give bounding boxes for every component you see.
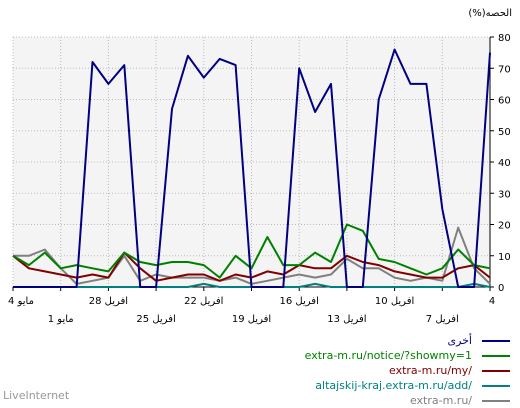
- x-tick-label: 22 افريل: [184, 296, 223, 307]
- y-tick-label: 70: [498, 64, 511, 75]
- y-tick-label: 60: [498, 96, 511, 107]
- series-lines: [12, 48, 491, 288]
- series-line-1: [12, 223, 491, 279]
- legend-item: extra-m.ru/notice/?showmy=1: [210, 348, 510, 363]
- legend-item: extra-m.ru/: [210, 393, 510, 408]
- legend-item: altajskij-kraj.extra-m.ru/add/: [210, 378, 510, 393]
- legend-item: extra-m.ru/my/: [210, 363, 510, 378]
- legend-label: altajskij-kraj.extra-m.ru/add/: [315, 379, 472, 392]
- legend-swatch: [482, 339, 510, 342]
- y-tick-label: 40: [498, 158, 511, 169]
- plot-area: [13, 37, 490, 287]
- y-tick-label: 80: [498, 33, 511, 44]
- x-tick-label: 16 افريل: [280, 296, 319, 307]
- series-line-0: [13, 48, 491, 288]
- line-chart: (%)الحصه 0 10 20 30 40 50 60 70 80 4 10 افريل 16 ا…: [8, 8, 512, 325]
- legend-label: extra-m.ru/my/: [389, 364, 472, 377]
- legend-label: extra-m.ru/: [409, 394, 472, 407]
- x-tick-label: 4: [489, 296, 495, 307]
- legend: أخرى extra-m.ru/notice/?showmy=1 extra-m.r…: [210, 333, 510, 408]
- x-tick-label: 4 مايو: [8, 296, 34, 307]
- legend-swatch: [482, 369, 510, 372]
- legend-swatch: [482, 354, 510, 357]
- x-ticks: 4 10 افريل 16 افريل 22 افريل 28 افريل 4 مايو 7…: [8, 287, 495, 325]
- x-tick-label: 10 افريل: [375, 296, 414, 307]
- y-axis-label: (%)الحصه: [468, 8, 512, 19]
- x-tick-label: 25 افريل: [136, 314, 175, 325]
- legend-label: extra-m.ru/notice/?showmy=1: [304, 349, 472, 362]
- y-tick-label: 50: [498, 127, 511, 138]
- y-tick-label: 0: [498, 283, 504, 294]
- x-tick-label: 7 افريل: [426, 314, 459, 325]
- x-tick-label: 13 افريل: [327, 314, 366, 325]
- legend-item: أخرى: [210, 333, 510, 348]
- y-ticks: 0 10 20 30 40 50 60 70 80: [490, 33, 511, 294]
- legend-label: أخرى: [447, 334, 472, 347]
- y-tick-label: 30: [498, 189, 511, 200]
- y-tick-label: 20: [498, 221, 511, 232]
- y-tick-label: 10: [498, 252, 511, 263]
- legend-swatch: [482, 399, 510, 402]
- x-tick-label: 28 افريل: [89, 296, 128, 307]
- legend-swatch: [482, 384, 510, 387]
- x-tick-label: 1 مايو: [48, 314, 74, 325]
- footer-brand: LiveInternet: [3, 389, 70, 402]
- x-tick-label: 19 افريل: [232, 314, 271, 325]
